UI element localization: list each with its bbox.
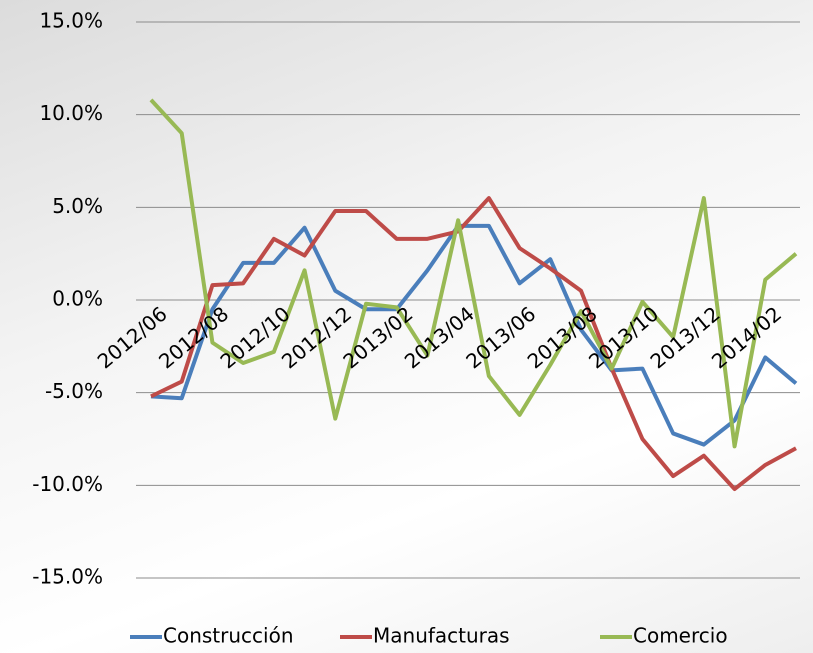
- y-tick-label: 5.0%: [52, 194, 103, 218]
- legend-label: Comercio: [633, 624, 728, 648]
- y-tick-label: 10.0%: [39, 101, 103, 125]
- series-line: [150, 196, 797, 492]
- y-tick-label: 0.0%: [52, 287, 103, 311]
- y-tick-label: -15.0%: [32, 565, 103, 589]
- y-tick-label: 15.0%: [39, 9, 103, 33]
- y-tick-label: -5.0%: [45, 379, 103, 403]
- y-tick-label: -10.0%: [32, 472, 103, 496]
- series-line: [149, 98, 798, 449]
- legend-label: Construcción: [163, 624, 294, 648]
- legend-label: Manufacturas: [373, 624, 510, 648]
